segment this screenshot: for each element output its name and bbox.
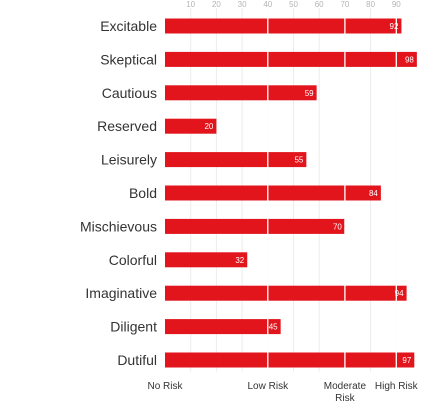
category-label: Dutiful bbox=[117, 352, 157, 368]
x-tick-label: 10 bbox=[186, 0, 195, 9]
x-tick-label: 80 bbox=[366, 0, 375, 9]
x-tick-label: 30 bbox=[238, 0, 247, 9]
category-label: Cautious bbox=[102, 85, 157, 101]
bar-value-label: 94 bbox=[395, 289, 404, 298]
x-tick-label: 90 bbox=[392, 0, 401, 9]
bar bbox=[165, 319, 281, 335]
bar-value-label: 45 bbox=[269, 323, 278, 332]
bar bbox=[165, 85, 317, 101]
bar-value-label: 20 bbox=[204, 122, 213, 131]
x-tick-label: 50 bbox=[289, 0, 298, 9]
zone-label: No Risk bbox=[147, 381, 183, 392]
x-tick-label: 20 bbox=[212, 0, 221, 9]
zone-label: Moderate bbox=[324, 381, 367, 392]
x-tick-label: 70 bbox=[340, 0, 349, 9]
bar-value-label: 70 bbox=[333, 222, 342, 231]
bar bbox=[165, 51, 417, 67]
bar bbox=[165, 18, 402, 34]
category-label: Mischievous bbox=[80, 218, 157, 234]
bar-value-label: 92 bbox=[390, 22, 399, 31]
category-label: Colorful bbox=[109, 252, 157, 268]
bar bbox=[165, 252, 248, 268]
bar bbox=[165, 185, 381, 201]
bar-value-label: 97 bbox=[402, 356, 411, 365]
x-tick-label: 60 bbox=[315, 0, 324, 9]
category-label: Bold bbox=[129, 185, 157, 201]
bar-value-label: 55 bbox=[294, 156, 303, 165]
x-tick-label: 40 bbox=[263, 0, 272, 9]
category-label: Reserved bbox=[97, 118, 157, 134]
bar bbox=[165, 152, 307, 168]
bar-value-label: 98 bbox=[405, 55, 414, 64]
zone-label: High Risk bbox=[375, 381, 419, 392]
category-label: Diligent bbox=[110, 319, 157, 335]
bar bbox=[165, 285, 407, 301]
bar-value-label: 59 bbox=[305, 89, 314, 98]
category-label: Leisurely bbox=[101, 152, 157, 168]
bar-value-label: 84 bbox=[369, 189, 378, 198]
bar bbox=[165, 218, 345, 234]
bar bbox=[165, 352, 415, 368]
zone-label: Risk bbox=[335, 393, 355, 404]
bar bbox=[165, 118, 217, 134]
bar-value-label: 32 bbox=[235, 256, 244, 265]
zone-label: Low Risk bbox=[248, 381, 290, 392]
category-label: Excitable bbox=[100, 18, 157, 34]
category-label: Skeptical bbox=[100, 51, 157, 67]
category-label: Imaginative bbox=[85, 285, 157, 301]
